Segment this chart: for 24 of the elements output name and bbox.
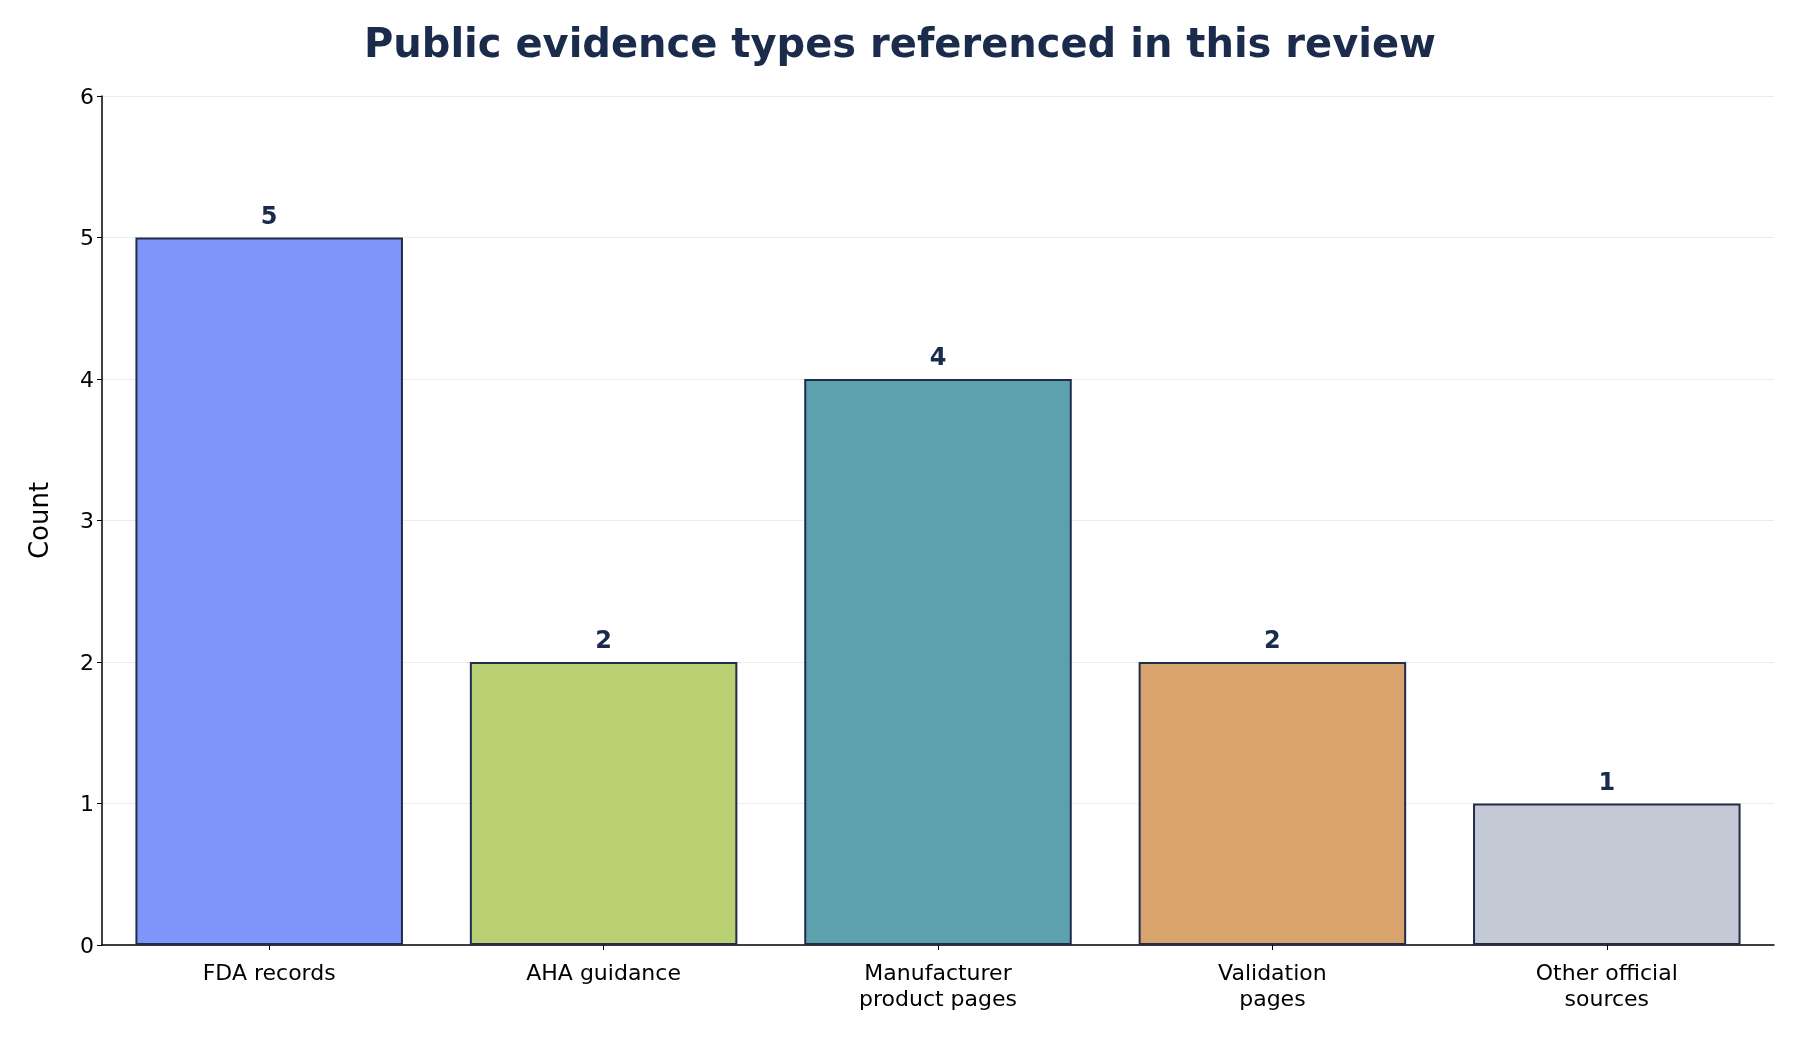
x-tick-label: Other official sources <box>1535 959 1678 1011</box>
bar <box>1138 662 1407 945</box>
data-label: 4 <box>929 343 947 371</box>
chart-title: Public evidence types referenced in this review <box>363 20 1437 66</box>
bar <box>469 662 738 945</box>
data-label: 2 <box>595 626 612 654</box>
x-tick-label: Validation pages <box>1218 959 1327 1011</box>
data-label: 1 <box>1598 767 1616 796</box>
y-tick-label: 4 <box>80 366 94 392</box>
y-tick-label: 1 <box>80 791 94 816</box>
x-tick-label: Manufacturer product pages <box>858 959 1018 1011</box>
y-tick-label: 2 <box>80 649 94 675</box>
x-tick-label: AHA guidance <box>526 959 681 985</box>
data-label: 2 <box>1264 626 1281 654</box>
bar <box>1473 803 1741 945</box>
y-tick-label: 5 <box>80 225 94 250</box>
y-tick-label: 6 <box>80 83 94 109</box>
data-label: 5 <box>260 201 278 230</box>
x-tick-label: FDA records <box>202 959 336 985</box>
y-tick-label: 3 <box>80 508 94 533</box>
y-tick-label: 0 <box>80 932 94 958</box>
bar <box>804 379 1072 945</box>
bar <box>135 237 403 945</box>
y-axis-title: Count <box>24 481 54 560</box>
